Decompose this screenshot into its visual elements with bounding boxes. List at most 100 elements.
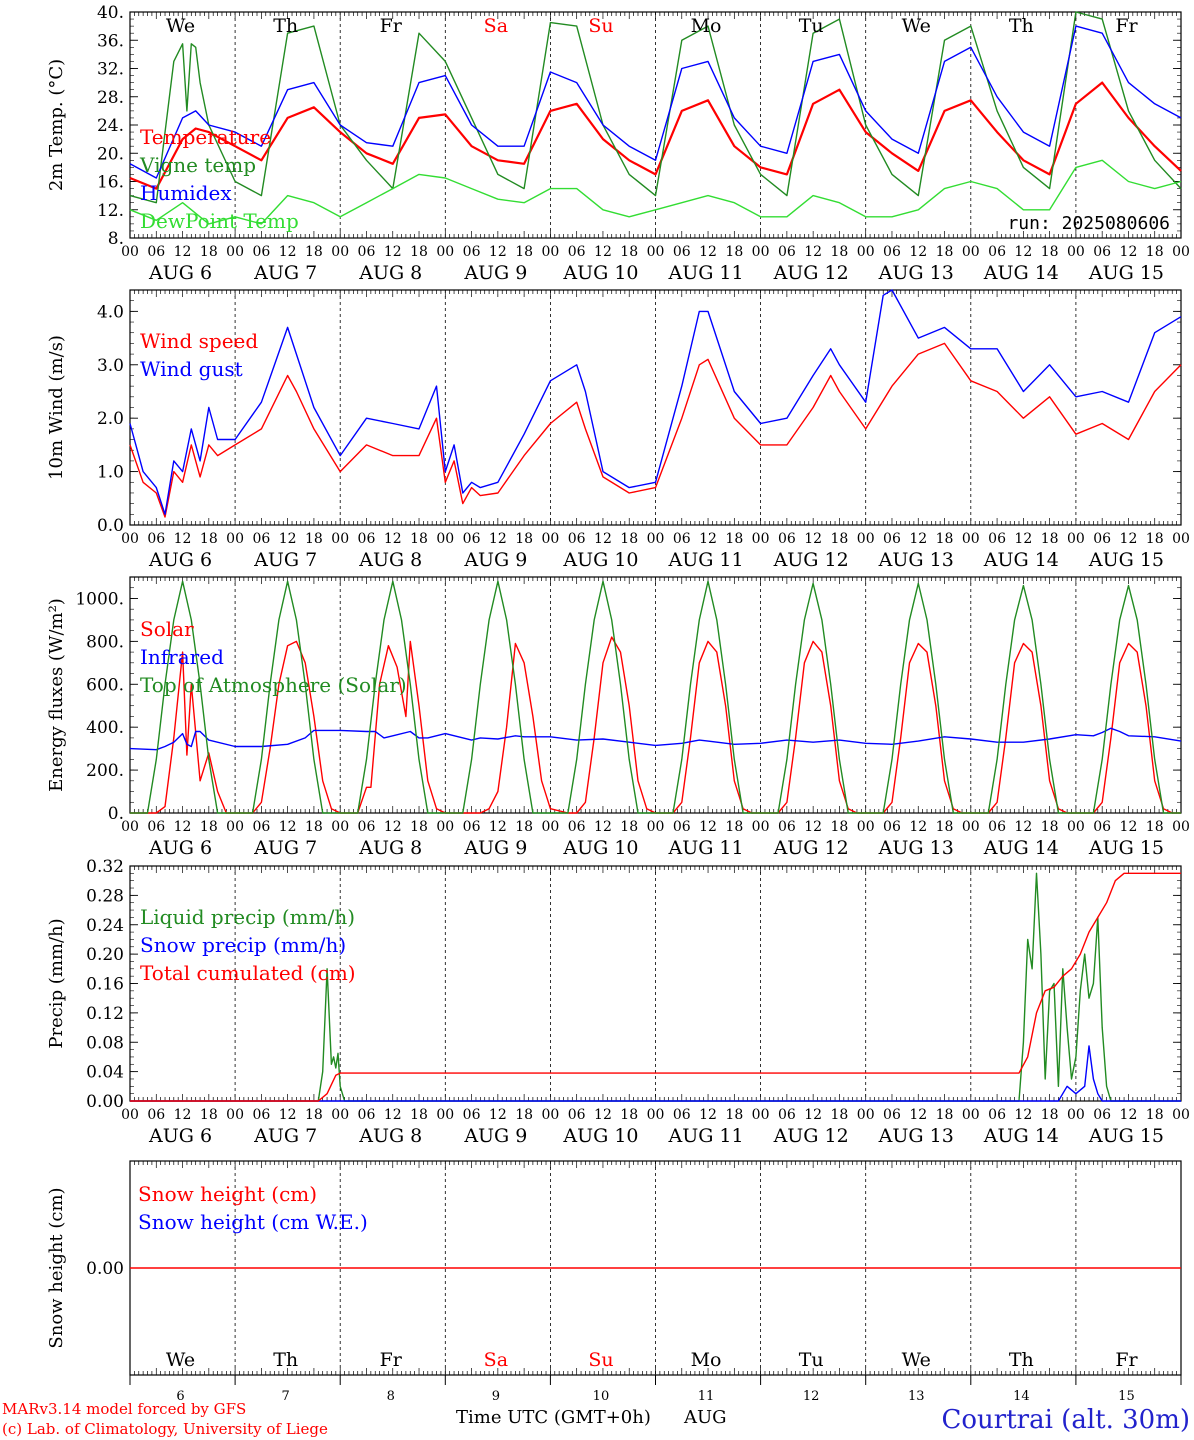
- y-tick-label: 0.00: [86, 1092, 124, 1112]
- hour-label: 12: [384, 244, 402, 260]
- hour-label: 00: [752, 819, 770, 835]
- legend-entry: Wind speed: [140, 329, 258, 353]
- hour-label: 12: [594, 819, 612, 835]
- day-number-label: 14: [1013, 1389, 1030, 1404]
- date-label: AUG 8: [358, 837, 422, 859]
- weekday-label: Fr: [380, 1349, 403, 1371]
- hour-label: 00: [962, 819, 980, 835]
- hour-label: 00: [962, 244, 980, 260]
- time-axis-month: AUG: [683, 1407, 727, 1428]
- hour-label: 00: [647, 1107, 665, 1123]
- hour-label: 06: [883, 531, 901, 547]
- weekday-label: Sa: [484, 1349, 508, 1371]
- hour-label: 00: [857, 531, 875, 547]
- date-label: AUG 9: [463, 549, 527, 571]
- hour-label: 12: [279, 1107, 297, 1123]
- hour-label: 00: [331, 244, 349, 260]
- series-line: [130, 872, 1181, 1102]
- hour-label: 12: [1014, 531, 1032, 547]
- hour-label: 12: [1014, 819, 1032, 835]
- hour-label: 06: [147, 244, 165, 260]
- legend-entry: Infrared: [140, 645, 224, 669]
- weekday-label: Mo: [691, 1349, 722, 1371]
- y-tick-label: 1.0: [97, 463, 124, 483]
- legend-entry: Solar: [140, 617, 194, 641]
- hour-label: 18: [305, 819, 323, 835]
- series-line: [130, 580, 1181, 814]
- hour-label: 00: [647, 244, 665, 260]
- hour-label: 18: [725, 531, 743, 547]
- series-line: [129, 289, 1182, 515]
- y-tick-label: 16.: [97, 173, 124, 193]
- hour-label: 00: [1172, 819, 1190, 835]
- y-tick-label: 0.20: [86, 945, 124, 965]
- hour-label: 06: [673, 531, 691, 547]
- hour-label: 12: [1120, 1107, 1138, 1123]
- hour-label: 18: [410, 1107, 428, 1123]
- y-tick-label: 400.: [86, 718, 124, 738]
- y-tick-label: 28.: [97, 88, 124, 108]
- date-label: AUG 8: [358, 262, 422, 284]
- y-tick-label: 36.: [97, 31, 124, 51]
- weekday-label: Th: [273, 1349, 298, 1371]
- hour-label: 18: [1041, 819, 1059, 835]
- credit-line-1: MARv3.14 model forced by GFS: [2, 1400, 246, 1418]
- hour-label: 12: [909, 1107, 927, 1123]
- hour-label: 00: [226, 531, 244, 547]
- hour-label: 18: [410, 244, 428, 260]
- date-label: AUG 7: [253, 1125, 317, 1147]
- time-axis-title: Time UTC (GMT+0h): [456, 1407, 651, 1428]
- panel-3: 0. 200. 400. 600. 800. 1000. Energy fluxes (W/…: [46, 576, 1190, 859]
- hour-label: 06: [568, 244, 586, 260]
- day-number-label: 8: [387, 1389, 395, 1404]
- hour-label: 00: [962, 531, 980, 547]
- hour-label: 12: [174, 531, 192, 547]
- hour-label: 00: [1067, 531, 1085, 547]
- hour-label: 06: [463, 531, 481, 547]
- hour-label: 18: [515, 531, 533, 547]
- date-label: AUG 11: [667, 837, 743, 859]
- credit-line-2: (c) Lab. of Climatology, University of L…: [2, 1420, 328, 1438]
- hour-label: 00: [857, 244, 875, 260]
- hour-label: 18: [620, 1107, 638, 1123]
- hour-label: 06: [463, 1107, 481, 1123]
- hour-label: 00: [436, 531, 454, 547]
- y-tick-label: 4.0: [97, 302, 124, 322]
- series-line: [129, 11, 1182, 204]
- hour-label: 18: [725, 244, 743, 260]
- panel-2: 0.0 1.0 2.0 3.0 4.0 10m Wind (m/s) 00 06 12 18 AUG…: [46, 289, 1190, 571]
- hour-label: 12: [909, 819, 927, 835]
- legend-entry: Temperature: [140, 125, 271, 149]
- hour-label: 12: [279, 531, 297, 547]
- hour-label: 12: [279, 819, 297, 835]
- hour-label: 18: [515, 244, 533, 260]
- hour-label: 18: [1041, 1107, 1059, 1123]
- hour-label: 06: [883, 1107, 901, 1123]
- hour-label: 12: [1014, 244, 1032, 260]
- y-tick-label: 200.: [86, 761, 124, 781]
- weekday-label: Fr: [1115, 1349, 1138, 1371]
- y-tick-label: 8.: [108, 229, 124, 249]
- hour-label: 06: [1093, 1107, 1111, 1123]
- date-label: AUG 10: [562, 1125, 638, 1147]
- date-label: AUG 13: [878, 262, 954, 284]
- hour-label: 18: [936, 531, 954, 547]
- hour-label: 00: [121, 244, 139, 260]
- hour-label: 00: [1172, 531, 1190, 547]
- hour-label: 06: [463, 244, 481, 260]
- hour-label: 18: [515, 1107, 533, 1123]
- weekday-label: Su: [588, 1349, 613, 1371]
- station-name: Courtrai (alt. 30m): [942, 1405, 1191, 1435]
- legend-entry: Wind gust: [140, 357, 243, 381]
- day-number-label: 11: [698, 1389, 715, 1404]
- weekday-label: Th: [1009, 1349, 1034, 1371]
- y-tick-label: 0.08: [86, 1033, 124, 1053]
- y-tick-label: 1000.: [75, 589, 124, 609]
- legend-entry: Snow precip (mm/h): [140, 933, 346, 957]
- date-label: AUG 13: [878, 1125, 954, 1147]
- hour-label: 00: [1172, 1107, 1190, 1123]
- legend-entry: Snow height (cm): [138, 1182, 317, 1206]
- hour-label: 06: [463, 819, 481, 835]
- hour-label: 12: [699, 244, 717, 260]
- y-tick-label: 0.12: [86, 1004, 124, 1024]
